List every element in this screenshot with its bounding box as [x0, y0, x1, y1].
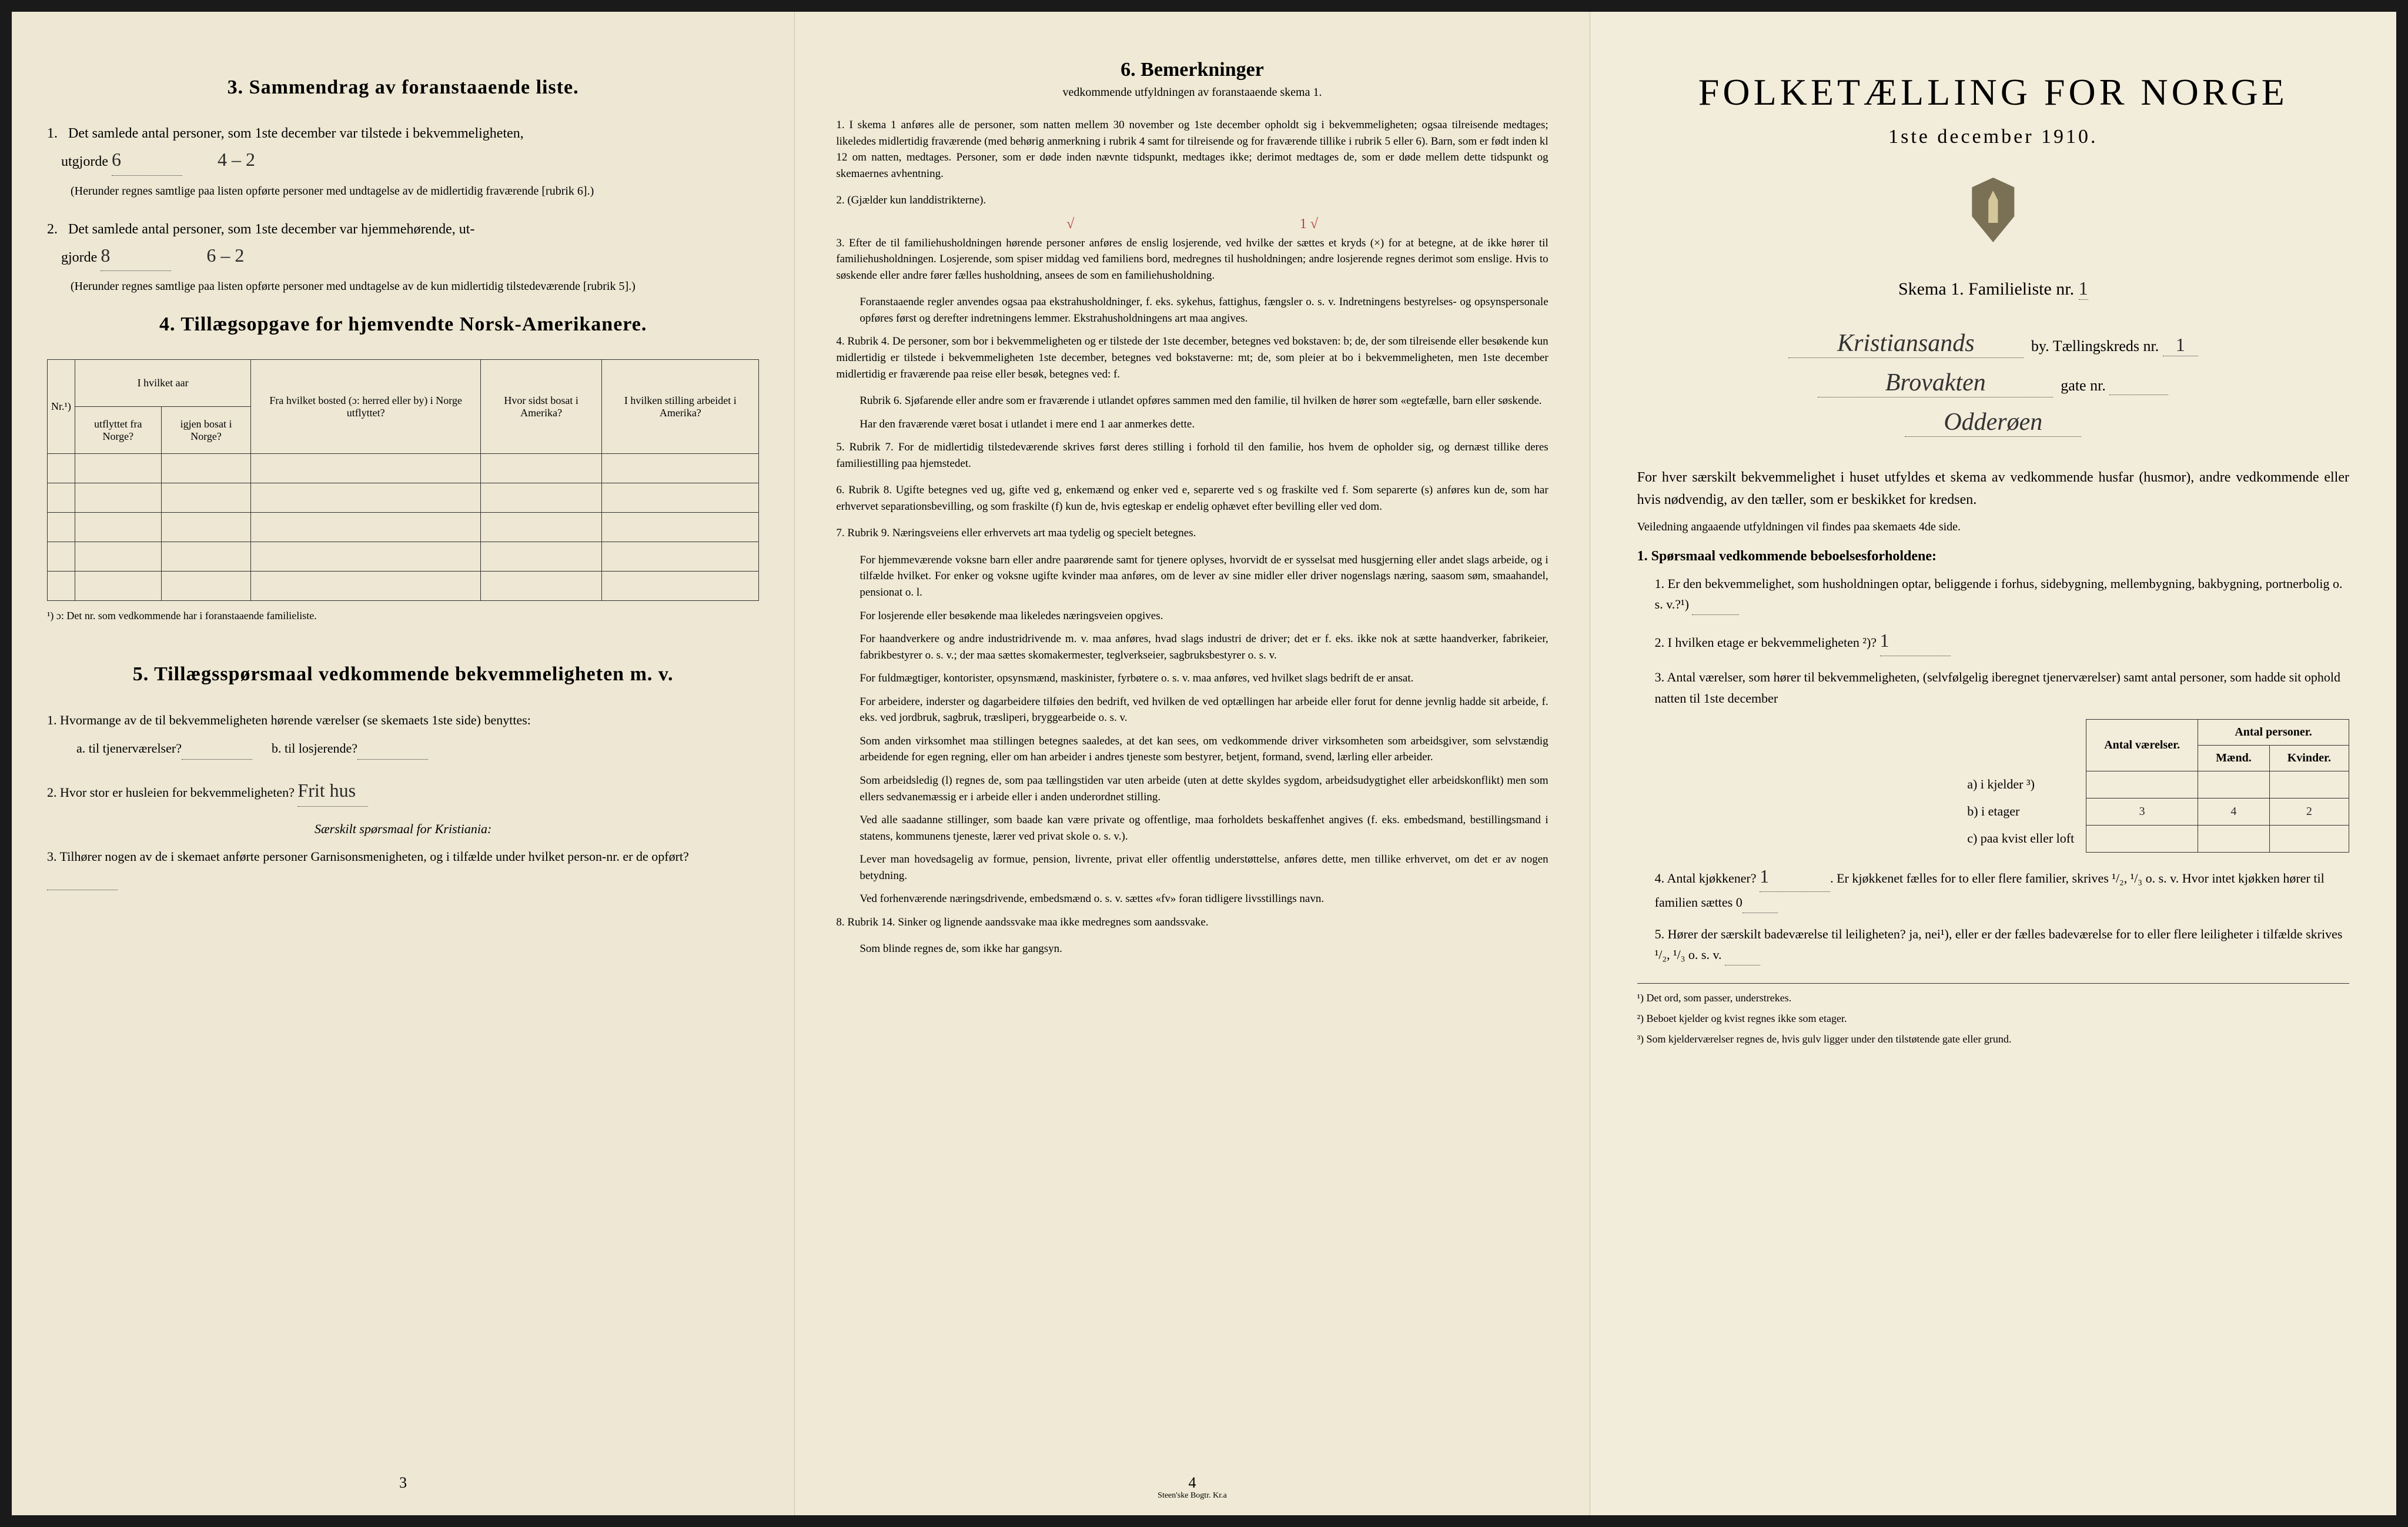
sec3-item2: 2. Det samlede antal personer, som 1ste …	[47, 218, 759, 296]
sec5-q2: 2. Hvor stor er husleien for bekvemmelig…	[47, 774, 759, 807]
q5: 5. Hører der særskilt badeværelse til le…	[1655, 924, 2349, 965]
page-4: 6. Bemerkninger vedkommende utfyldningen…	[795, 12, 1590, 1515]
handwritten-rent: Frit hus	[297, 774, 368, 807]
q4: 4. Antal kjøkkener? 1. Er kjøkkenet fæll…	[1655, 861, 2349, 913]
handwritten-street: Brovakten	[1818, 369, 2053, 397]
handwritten-rooms: 3	[2086, 798, 2198, 825]
table-row: b) i etager 3 4 2	[1949, 798, 2349, 825]
handwritten-floor: 1	[1880, 626, 1951, 656]
handwritten-kreds: 1	[2163, 334, 2198, 356]
page-cover: FOLKETÆLLING FOR NORGE 1ste december 191…	[1590, 12, 2396, 1515]
table-row	[48, 483, 759, 513]
table-row	[48, 454, 759, 483]
red-annotations: √ 1 √	[954, 216, 1430, 232]
rubrik-3: 3. Efter de til familiehusholdningen hør…	[836, 235, 1548, 284]
handwritten-total-present: 6	[112, 145, 182, 175]
handwritten-total-resident: 8	[101, 240, 171, 271]
census-title: FOLKETÆLLING FOR NORGE	[1637, 71, 2349, 114]
sec3-item1: 1. Det samlede antal personer, som 1ste …	[47, 122, 759, 201]
handwritten-list-nr: 1	[2079, 278, 2088, 300]
handwritten-women: 2	[2269, 798, 2349, 825]
footnotes: ¹) Det ord, som passer, understrekes. ²)…	[1637, 983, 2349, 1047]
table-row: a) i kjelder ³)	[1949, 771, 2349, 798]
emigrant-table: Nr.¹) I hvilket aar Fra hvilket bosted (…	[47, 359, 759, 601]
section3-title: 3. Sammendrag av foranstaaende liste.	[47, 76, 759, 99]
table-row: c) paa kvist eller loft	[1949, 825, 2349, 852]
q1-3: 3. Antal værelser, som hører til bekvemm…	[1655, 667, 2349, 708]
rubrik-7: 7. Rubrik 9. Næringsveiens eller erhverv…	[836, 525, 1548, 542]
city-line: Kristiansands by. Tællingskreds nr. 1	[1637, 329, 2349, 358]
page-3: 3. Sammendrag av foranstaaende liste. 1.…	[12, 12, 795, 1515]
handwritten-breakdown2: 6 – 2	[206, 245, 244, 266]
handwritten-kitchens: 1	[1760, 861, 1830, 892]
q1-2: 2. I hvilken etage er bekvemmeligheten ²…	[1655, 626, 2349, 656]
coat-of-arms-icon	[1966, 178, 2019, 242]
page-number: 3	[12, 1474, 794, 1492]
street-line: Brovakten gate nr.	[1637, 369, 2349, 397]
census-document: 3. Sammendrag av foranstaaende liste. 1.…	[12, 12, 2396, 1515]
schema-line: Skema 1. Familieliste nr. 1	[1637, 278, 2349, 300]
handwritten-city: Kristiansands	[1788, 329, 2024, 358]
census-date: 1ste december 1910.	[1637, 126, 2349, 148]
section6-title: 6. Bemerkninger	[836, 59, 1548, 81]
handwritten-location: Odderøen	[1905, 408, 2081, 437]
rubrik-4: 4. Rubrik 4. De personer, som bor i bekv…	[836, 333, 1548, 382]
section5-title: 5. Tillægsspørsmaal vedkommende bekvemme…	[47, 663, 759, 686]
island-line: Odderøen	[1637, 408, 2349, 437]
table-row	[48, 572, 759, 601]
rubrik-8: 8. Rubrik 14. Sinker og lignende aandssv…	[836, 914, 1548, 931]
sec5-q3: 3. Tilhører nogen av de i skemaet anført…	[47, 846, 759, 890]
printer-mark: Steen'ske Bogtr. Kr.a	[795, 1491, 1589, 1501]
section4-title: 4. Tillægsopgave for hjemvendte Norsk-Am…	[47, 313, 759, 336]
intro-text: For hver særskilt bekvemmelighet i huset…	[1637, 466, 2349, 512]
q1-1: 1. Er den bekvemmelighet, som husholdnin…	[1655, 573, 2349, 615]
rubrik-6: 6. Rubrik 8. Ugifte betegnes ved ug, gif…	[836, 482, 1548, 514]
rubrik-1: 1. I skema 1 anføres alle de personer, s…	[836, 117, 1548, 182]
q1-heading: 1. Spørsmaal vedkommende beboelsesforhol…	[1637, 549, 2349, 564]
table-row	[48, 542, 759, 572]
rubrik-2: 2. (Gjælder kun landdistrikterne).	[836, 192, 1548, 209]
sec5-q1: 1. Hvormange av de til bekvemmeligheten …	[47, 709, 759, 760]
rooms-table: Antal værelser. Antal personer. Mænd. Kv…	[1949, 719, 2349, 853]
table-row	[48, 513, 759, 542]
handwritten-men: 4	[2198, 798, 2270, 825]
rubrik-5: 5. Rubrik 7. For de midlertidig tilstede…	[836, 439, 1548, 472]
page-number: 4	[795, 1474, 1589, 1492]
handwritten-breakdown1: 4 – 2	[218, 149, 255, 170]
